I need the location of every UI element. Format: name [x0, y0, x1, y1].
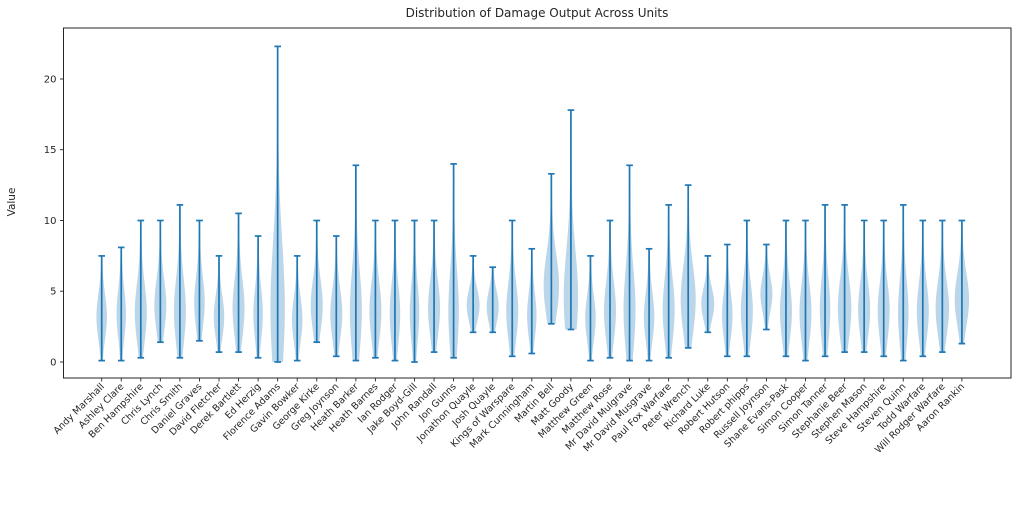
y-axis-label: Value: [6, 187, 18, 217]
y-tick-label: 10: [44, 216, 57, 227]
violin-bodies: [96, 46, 970, 363]
y-tick-label: 15: [44, 145, 57, 156]
y-tick-label: 5: [50, 287, 56, 298]
violin-range-lines: [98, 45, 966, 363]
x-tick-marks: [101, 378, 963, 382]
axes-frame: [63, 27, 1012, 379]
chart-title: Distribution of Damage Output Across Uni…: [405, 6, 669, 20]
y-axis: 0 5 10 15 20: [44, 75, 64, 369]
y-tick-label: 20: [44, 75, 57, 86]
y-tick-label: 0: [50, 358, 56, 369]
